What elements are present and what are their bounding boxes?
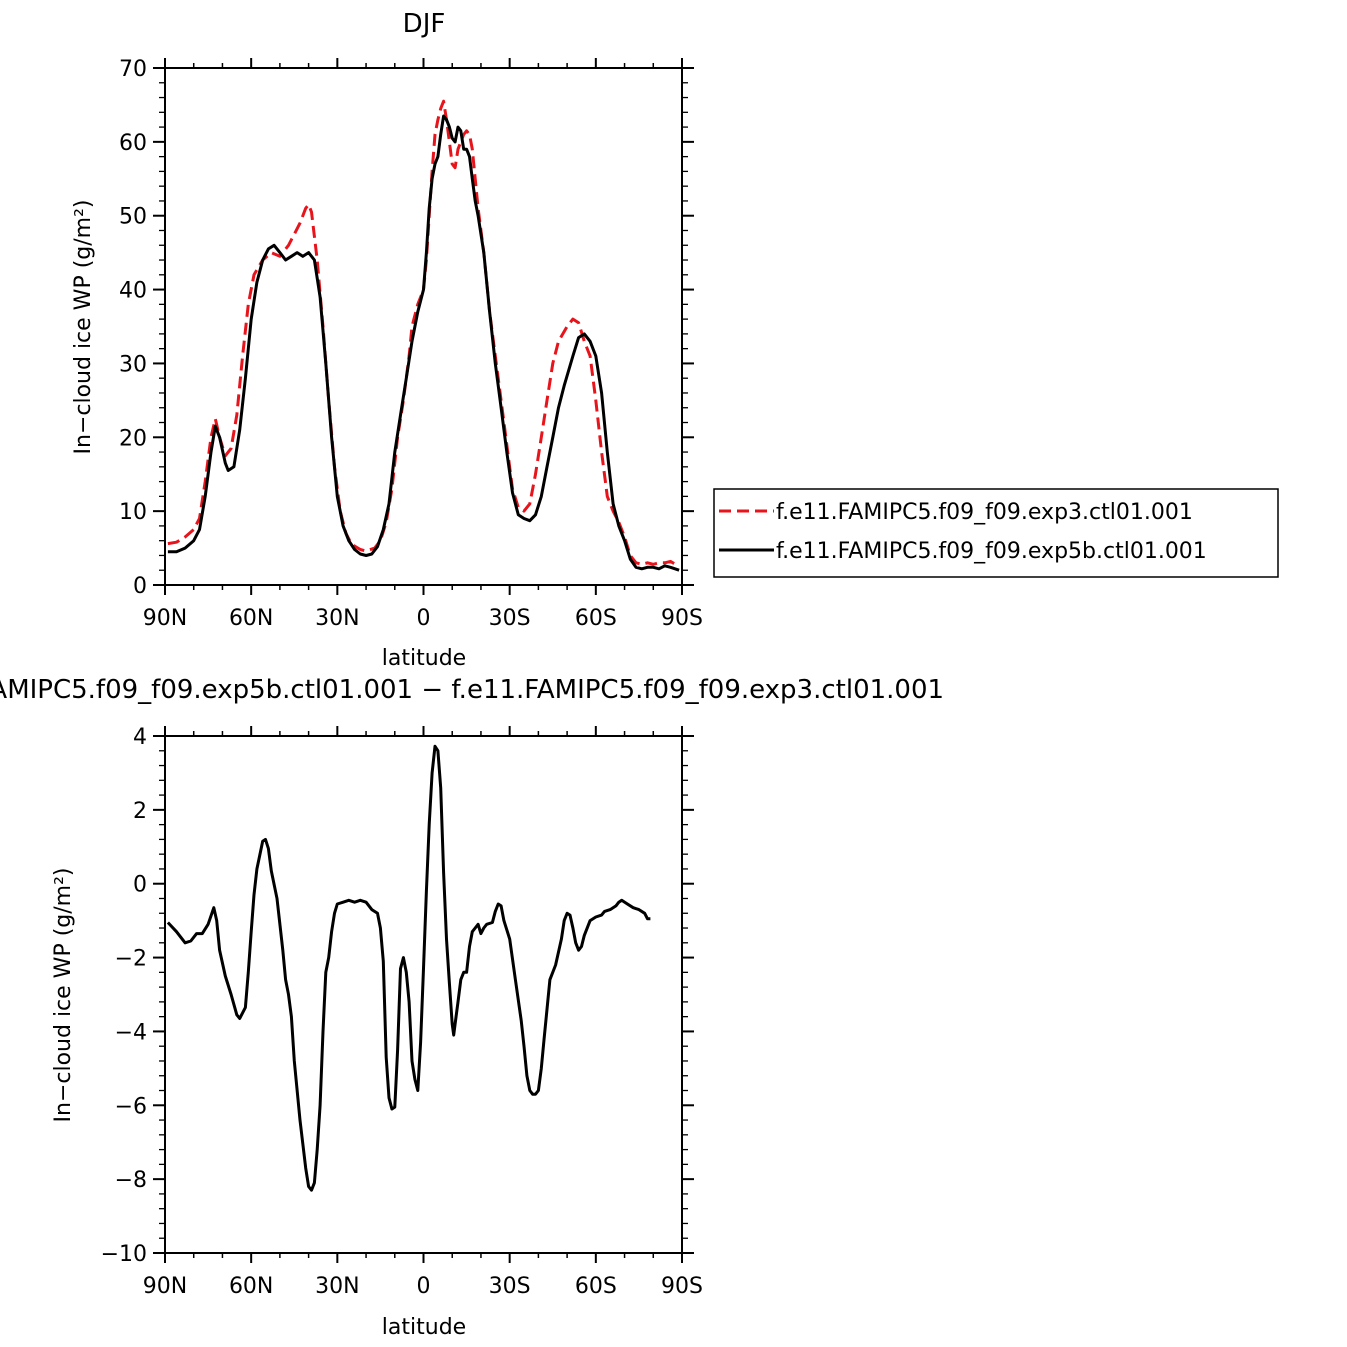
top-xtick-label: 90S: [661, 606, 703, 631]
top-series-line-0: [167, 99, 680, 568]
legend-label-exp3: f.e11.FAMIPC5.f09_f09.exp3.ctl01.001: [776, 500, 1193, 525]
legend: f.e11.FAMIPC5.f09_f09.exp3.ctl01.001 f.e…: [713, 488, 1279, 578]
top-xtick-label: 30N: [315, 606, 359, 631]
bottom-xtick-label: 60N: [229, 1274, 273, 1299]
top-ytick-label: 10: [119, 500, 147, 525]
top-chart-xlabel: latitude: [382, 646, 466, 671]
top-ytick-label: 70: [119, 57, 147, 82]
top-ytick-label: 20: [119, 426, 147, 451]
bottom-xtick-label: 60S: [575, 1274, 617, 1299]
bottom-xtick-label: 30N: [315, 1274, 359, 1299]
bottom-ytick-label: −2: [115, 947, 147, 972]
top-chart-title: DJF: [403, 9, 446, 39]
bottom-xtick-label: 30S: [489, 1274, 531, 1299]
legend-label-exp5b: f.e11.FAMIPC5.f09_f09.exp5b.ctl01.001: [776, 539, 1207, 564]
bottom-chart-ylabel: In−cloud ice WP (g/m²): [51, 868, 76, 1123]
top-xtick-label: 60N: [229, 606, 273, 631]
bottom-ytick-label: 4: [133, 725, 147, 750]
bottom-chart-title: f.e11.FAMIPC5.f09_f09.exp5b.ctl01.001 − …: [0, 675, 944, 705]
top-chart-ticks: [153, 58, 694, 595]
bottom-ytick-label: −10: [101, 1242, 147, 1267]
top-ytick-label: 60: [119, 131, 147, 156]
bottom-chart-xlabel: latitude: [382, 1315, 466, 1340]
bottom-series-line-0: [166, 744, 651, 1192]
top-ytick-label: 40: [119, 279, 147, 304]
bottom-chart-series: [166, 744, 651, 1192]
bottom-ytick-label: −8: [115, 1168, 147, 1193]
top-xtick-label: 60S: [575, 606, 617, 631]
top-ytick-label: 0: [133, 574, 147, 599]
bottom-chart-frame: [164, 735, 683, 1254]
bottom-ytick-label: 2: [133, 799, 147, 824]
top-xtick-label: 30S: [489, 606, 531, 631]
bottom-chart: f.e11.FAMIPC5.f09_f09.exp5b.ctl01.001 − …: [0, 675, 944, 1340]
bottom-chart-tick-labels: 90N 60N 30N 0 30S 60S 90S −10 −8 −6 −4 −2 0 2 4: [101, 725, 703, 1299]
top-ytick-label: 30: [119, 352, 147, 377]
top-chart-frame: [164, 67, 683, 586]
bottom-ytick-label: −6: [115, 1094, 147, 1119]
top-series-line-1: [167, 114, 680, 572]
bottom-xtick-label: 90N: [143, 1274, 187, 1299]
top-xtick-label: 0: [417, 606, 431, 631]
top-chart-tick-labels: 90N 60N 30N 0 30S 60S 90S 0 10 20 30 40 50 60 70: [119, 57, 703, 631]
bottom-xtick-label: 0: [417, 1274, 431, 1299]
top-chart-ylabel: In−cloud ice WP (g/m²): [71, 200, 96, 455]
bottom-ytick-label: 0: [133, 873, 147, 898]
top-chart: DJF 90N 60N 30N 0 30S 60S 90S 0 10 20 30 40 50 60 70 l…: [71, 9, 1279, 671]
top-ytick-label: 50: [119, 205, 147, 230]
legend-box: [713, 488, 1279, 578]
top-xtick-label: 90N: [143, 606, 187, 631]
bottom-xtick-label: 90S: [661, 1274, 703, 1299]
bottom-ytick-label: −4: [115, 1020, 147, 1045]
top-chart-series: [167, 99, 680, 572]
